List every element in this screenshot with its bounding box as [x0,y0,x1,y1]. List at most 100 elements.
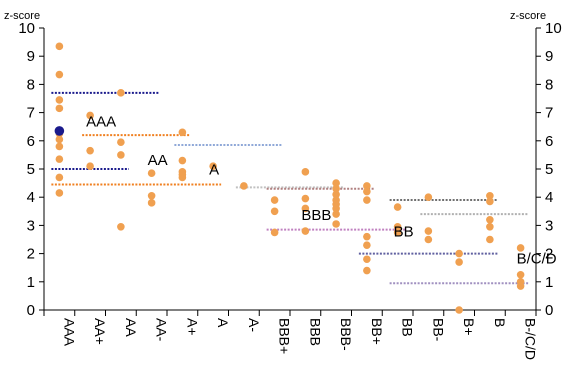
x-category-label: A [215,318,231,328]
data-point [301,204,310,213]
x-category-label: A+ [184,318,200,336]
x-category-label: B-/C/D [523,318,539,360]
annotation-label: AA [148,152,168,169]
data-point [55,42,64,51]
data-point [86,146,94,155]
data-point [332,190,340,199]
data-point [393,223,402,231]
y-tick-label-right: 5 [545,161,553,178]
data-point [55,96,64,104]
data-point [147,191,156,200]
x-category-label: A- [246,318,262,332]
y-unit-label-right: z-score [510,10,546,22]
y-tick-label-right: 7 [545,105,553,122]
x-category-label: AAA [61,318,77,347]
data-point [363,182,371,190]
annotation-label: BBB [301,207,331,224]
y-tick-label-right: 2 [545,246,553,263]
annotation-label: AAA [86,114,116,131]
data-point [147,169,156,178]
data-point [55,70,64,79]
data-point [55,135,64,144]
x-category-label: AA+ [92,318,108,345]
data-points [54,42,525,314]
y-tick-label-left: 2 [27,246,35,263]
data-point [55,104,64,113]
annotation-label: BB [394,224,414,241]
data-point [424,227,433,235]
x-category-label: BBB- [338,318,354,351]
data-point [363,241,371,249]
y-tick-label-right: 10 [545,20,562,37]
data-point [363,232,371,241]
data-point [86,111,94,120]
data-point [455,306,463,314]
data-point [301,227,310,235]
y-tick-label-left: 1 [27,274,35,291]
x-category-label: BB- [430,318,446,342]
data-point [117,151,125,159]
data-point [117,223,125,231]
x-category-label: AA [123,318,139,337]
y-tick-label-right: 1 [545,274,553,291]
x-category-label: BB [400,318,416,337]
y-tick-label-right: 8 [545,76,553,93]
data-point [55,142,64,151]
data-point [209,162,217,170]
highlight-point [54,126,65,136]
data-point [332,179,340,187]
data-point [455,249,463,258]
y-unit-label-left: z-score [4,10,40,22]
x-category-label: BB+ [369,318,385,345]
data-point [117,138,125,147]
data-point [363,266,371,275]
data-point [363,187,371,196]
x-category-label: B+ [461,318,477,336]
y-tick-label-left: 3 [27,217,35,234]
mean-lines [51,91,529,285]
data-point [301,168,310,176]
y-tick-label-left: 7 [27,105,35,122]
data-point [424,235,433,244]
data-point [332,204,340,213]
data-point [55,173,64,182]
data-point [332,210,340,218]
annotation-label: A [209,162,219,179]
x-category-label: B [492,318,508,327]
data-point [486,235,494,244]
annotation-label: B/C/D [517,250,557,267]
data-point [486,223,494,231]
data-point [363,196,371,204]
data-point [516,244,525,252]
data-point [486,197,494,206]
data-point [332,220,340,228]
data-point [393,203,402,211]
y-tick-label-left: 9 [27,48,35,65]
y-tick-label-right: 3 [545,217,553,234]
data-point [240,182,248,190]
data-point [332,184,340,193]
data-point [455,258,463,266]
y-tick-label-right: 6 [545,133,553,150]
data-point [301,194,310,203]
data-point [486,215,494,224]
data-point [270,196,279,204]
data-point [147,199,156,207]
data-point [117,89,125,97]
data-point [270,228,279,237]
y-tick-label-right: 0 [545,302,553,319]
y-tick-label-left: 6 [27,133,35,150]
data-point [55,155,64,163]
data-point [270,207,279,216]
data-point [486,191,494,200]
y-tick-label-left: 8 [27,76,35,93]
data-point [393,228,402,237]
data-point [516,282,525,290]
data-point [363,255,371,264]
y-tick-label-left: 5 [27,161,35,178]
y-tick-label-left: 4 [27,189,35,206]
data-point [178,173,187,182]
